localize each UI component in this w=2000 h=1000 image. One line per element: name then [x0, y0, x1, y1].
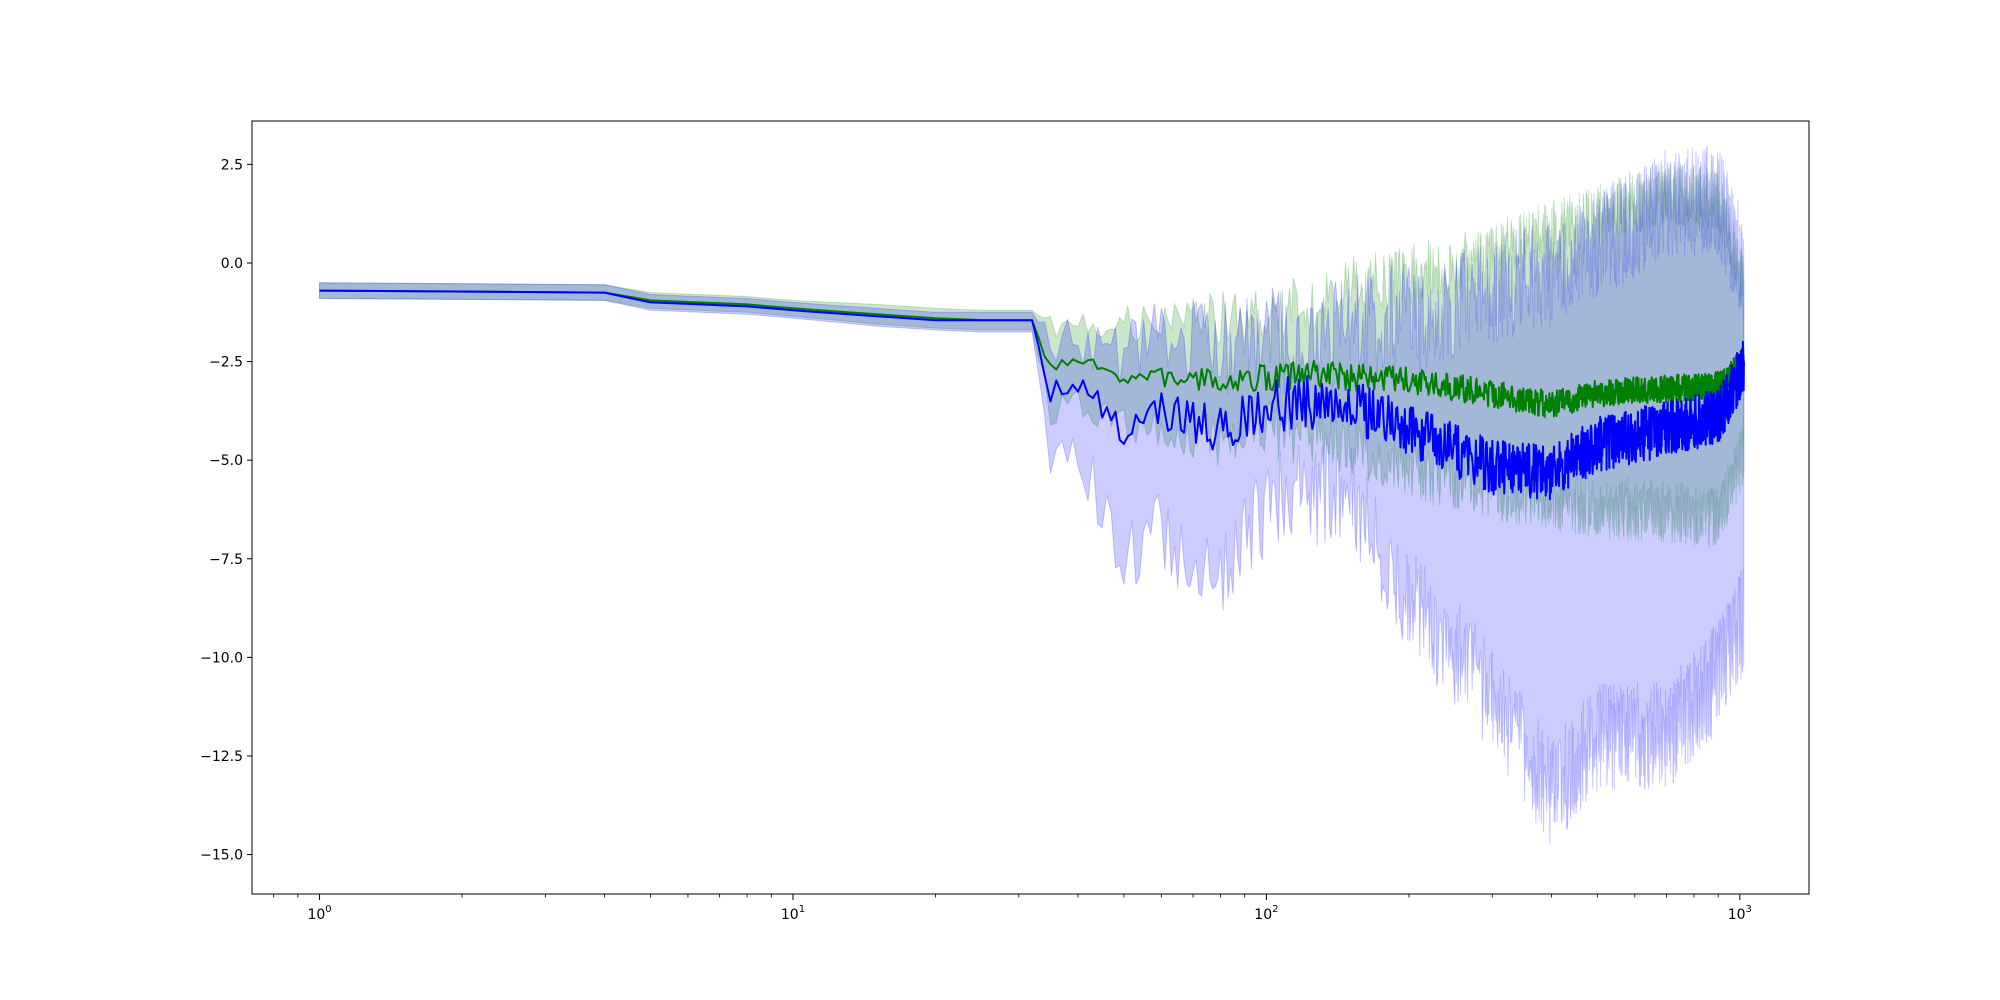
- x-tick-label: 103: [1728, 904, 1752, 923]
- x-tick-exponent: 2: [1272, 904, 1278, 915]
- x-tick-base: 10: [1728, 907, 1746, 923]
- x-tick-base: 10: [781, 907, 799, 923]
- x-tick-exponent: 1: [799, 904, 805, 915]
- y-tick-label: 2.5: [221, 157, 243, 173]
- x-tick-base: 10: [1254, 907, 1272, 923]
- y-tick-label: −12.5: [200, 749, 243, 765]
- x-tick-exponent: 3: [1746, 904, 1752, 915]
- axes-frame: [251, 120, 1810, 895]
- y-axis: 2.5 0.0 −2.5 −5.0 −7.5 −10.0 −12.5 −15.0: [200, 157, 252, 864]
- series-1-band: [319, 145, 1745, 844]
- y-tick-label: −2.5: [209, 355, 243, 371]
- x-axis: 100 101 102 103: [273, 894, 1752, 923]
- x-tick-base: 10: [307, 907, 325, 923]
- x-tick-label: 101: [781, 904, 805, 923]
- x-tick-label: 100: [307, 904, 331, 923]
- y-tick-label: −7.5: [209, 552, 243, 568]
- series-0-line: [319, 289, 1745, 418]
- x-tick-label: 102: [1254, 904, 1278, 923]
- y-tick-label: 0.0: [221, 256, 243, 272]
- x-tick-exponent: 0: [325, 904, 331, 915]
- series-0-band: [319, 163, 1745, 549]
- plot-area: [319, 145, 1745, 844]
- y-tick-label: −10.0: [200, 650, 243, 666]
- y-tick-label: −15.0: [200, 848, 243, 864]
- y-tick-label: −5.0: [209, 453, 243, 469]
- series-1-line: [319, 289, 1745, 501]
